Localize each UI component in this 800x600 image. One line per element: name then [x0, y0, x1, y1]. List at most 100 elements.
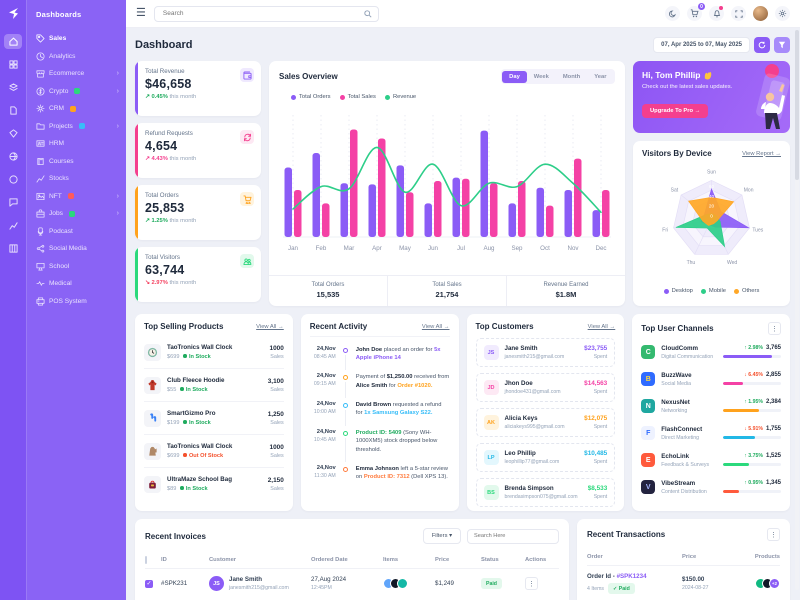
app-logo[interactable] — [0, 0, 26, 26]
sidebar-item-ecommerce[interactable]: Ecommerce › — [36, 65, 119, 83]
activity-dot — [343, 347, 349, 353]
document-icon[interactable] — [4, 103, 22, 118]
invoice-id: #SPK231 — [161, 580, 188, 587]
sidebar-item-jobs[interactable]: Jobs › — [36, 205, 119, 223]
sidebar-item-nft[interactable]: NFT › — [36, 188, 119, 206]
customer-email: leophillip77@gmail.com — [504, 459, 560, 465]
filters-dropdown[interactable]: Filters ▾ — [422, 528, 461, 544]
sidebar-item-label: Medical — [49, 280, 72, 288]
tab-month[interactable]: Month — [562, 73, 581, 80]
invoice-status-badge: Paid — [481, 578, 502, 589]
invoice-customer-name: Jane Smith — [229, 576, 263, 583]
channel-row[interactable]: N NexusNet Networking ↑ 1.95% 2,384 — [641, 393, 781, 420]
channel-row[interactable]: E EchoLink Feedback & Surveys ↑ 3.75% 1,5… — [641, 447, 781, 474]
sidebar-item-crm[interactable]: CRM — [36, 100, 119, 118]
channel-row[interactable]: V VibeStream Content Distribution ↑ 0.95… — [641, 474, 781, 501]
activity-view-all-link[interactable]: View All → — [421, 323, 450, 330]
product-row[interactable]: TaoTronics Wall Clock $699 Out Of Stock … — [144, 435, 284, 468]
sidebar-item-pos-system[interactable]: POS System — [36, 293, 119, 311]
sidebar-item-courses[interactable]: Courses — [36, 153, 119, 171]
gem-icon[interactable] — [4, 126, 22, 141]
svg-text:Mon: Mon — [744, 188, 754, 194]
sidebar-item-sales[interactable]: Sales — [36, 30, 119, 48]
global-search[interactable] — [153, 5, 379, 22]
sidebar-item-analytics[interactable]: Analytics — [36, 48, 119, 66]
customer-row[interactable]: JD Jhon Doe jhondoe431@gmail.com $14,563… — [475, 373, 616, 402]
sidebar-item-crypto[interactable]: Crypto › — [36, 83, 119, 101]
invoice-search-input[interactable] — [467, 528, 559, 544]
sidebar-item-podcast[interactable]: Podcast — [36, 223, 119, 241]
sidebar-item-medical[interactable]: Medical — [36, 275, 119, 293]
view-report-link[interactable]: View Report → — [742, 150, 781, 157]
chat-icon[interactable] — [4, 195, 22, 210]
products-view-all-link[interactable]: View All → — [256, 323, 284, 330]
sidebar-item-social-media[interactable]: Social Media — [36, 240, 119, 258]
visitors-icon — [240, 254, 254, 268]
customer-email: janesmith215@gmail.com — [504, 354, 565, 360]
tab-week[interactable]: Week — [533, 73, 549, 80]
sidebar-item-stocks[interactable]: Stocks — [36, 170, 119, 188]
channel-row[interactable]: C CloudComm Digital Communication ↑ 2.98… — [641, 339, 781, 366]
customer-row[interactable]: LP Leo Phillip leophillip77@gmail.com $1… — [475, 443, 616, 472]
settings-gear-icon[interactable] — [775, 6, 790, 21]
invoice-actions-icon[interactable]: ⋮ — [525, 577, 538, 590]
invoice-row[interactable]: ✓ #SPK231 JS Jane Smith janesmith215@gmai… — [145, 569, 559, 598]
date-range-picker[interactable]: 07, Apr 2025 to 07, May 2025 — [653, 37, 750, 53]
channel-logo-icon: B — [641, 372, 656, 386]
product-row[interactable]: Club Fleece Hoodie $55 In Stock 3,100 Sa… — [144, 369, 284, 402]
filter-button[interactable] — [774, 37, 790, 53]
chevron-right-icon: › — [116, 210, 119, 218]
tab-year[interactable]: Year — [594, 73, 607, 80]
product-row[interactable]: TaoTronics Wall Clock $699 In Stock 1000… — [144, 336, 284, 369]
sidebar-item-school[interactable]: School — [36, 258, 119, 276]
product-row[interactable]: SmartGizmo Pro $199 In Stock 1,250 Sales — [144, 402, 284, 435]
select-all-checkbox[interactable] — [145, 556, 147, 564]
product-name: Club Fleece Hoodie — [167, 377, 225, 385]
product-name: TaoTronics Wall Clock — [167, 443, 233, 451]
svg-text:Wed: Wed — [727, 260, 737, 266]
refresh-button[interactable] — [754, 37, 770, 53]
theme-icon[interactable] — [665, 6, 680, 21]
compass-icon[interactable] — [4, 172, 22, 187]
customer-row[interactable]: AK Alicia Keys aliciakeys995@gmail.com $… — [475, 408, 616, 437]
top-customers-card: Top Customers View All → JS Jane Smith j… — [466, 314, 625, 511]
invoice-col-customer: Customer — [209, 552, 311, 569]
cart-icon[interactable]: 0 — [687, 3, 705, 21]
period-tabs: Day Week Month Year — [500, 69, 615, 84]
chart-icon[interactable] — [4, 218, 22, 233]
page-scrollbar[interactable] — [795, 30, 799, 590]
customer-name: Jane Smith — [504, 345, 538, 352]
home-icon[interactable] — [4, 34, 22, 49]
channel-description: Feedback & Surveys — [661, 462, 710, 468]
apps-icon[interactable] — [4, 57, 22, 72]
transaction-row[interactable]: Order Id - #SPK1234 4 Items ✓ Paid $150.… — [587, 566, 780, 600]
channel-change: ↑ 2.98% — [744, 345, 763, 351]
product-row[interactable]: UltraMaze School Bag $89 In Stock 2,150 … — [144, 468, 284, 500]
customers-view-all-link[interactable]: View All → — [587, 323, 616, 330]
bell-icon[interactable] — [709, 6, 724, 21]
channels-more-icon[interactable]: ⋮ — [768, 322, 781, 335]
activity-date: 24,Nov — [316, 401, 336, 408]
hamburger-icon[interactable]: ☰ — [136, 7, 146, 19]
activity-dot — [343, 467, 349, 473]
user-avatar[interactable] — [753, 6, 768, 21]
search-input[interactable] — [160, 9, 360, 18]
product-sales: 2,150 — [267, 476, 284, 484]
layers-icon[interactable] — [4, 80, 22, 95]
sidebar-item-hrm[interactable]: HRM — [36, 135, 119, 153]
sidebar-menu: Dashboards Sales Analytics Ecommerce › Crypt… — [26, 0, 126, 600]
customer-row[interactable]: JS Jane Smith janesmith215@gmail.com $23… — [475, 338, 616, 367]
fullscreen-icon[interactable] — [731, 6, 746, 21]
globe-icon[interactable] — [4, 149, 22, 164]
channel-row[interactable]: B BuzzWave Social Media ↓ 6.45% 2,855 — [641, 366, 781, 393]
customer-row[interactable]: BS Brenda Simpson brendasimpson075@gmail… — [475, 478, 616, 507]
channel-row[interactable]: F FlashConnect Direct Marketing ↓ 5.91% 1… — [641, 420, 781, 447]
upgrade-pro-button[interactable]: Upgrade To Pro → — [642, 103, 709, 118]
sidebar-item-projects[interactable]: Projects › — [36, 118, 119, 136]
stat-value: $46,658 — [145, 77, 192, 91]
tab-day[interactable]: Day — [502, 70, 527, 83]
transactions-more-icon[interactable]: ⋮ — [767, 528, 780, 541]
row-checkbox[interactable]: ✓ — [145, 579, 153, 588]
kanban-icon[interactable] — [4, 241, 22, 256]
greeting-card: Hi, Tom Phillip Check out the latest sal… — [633, 61, 790, 133]
